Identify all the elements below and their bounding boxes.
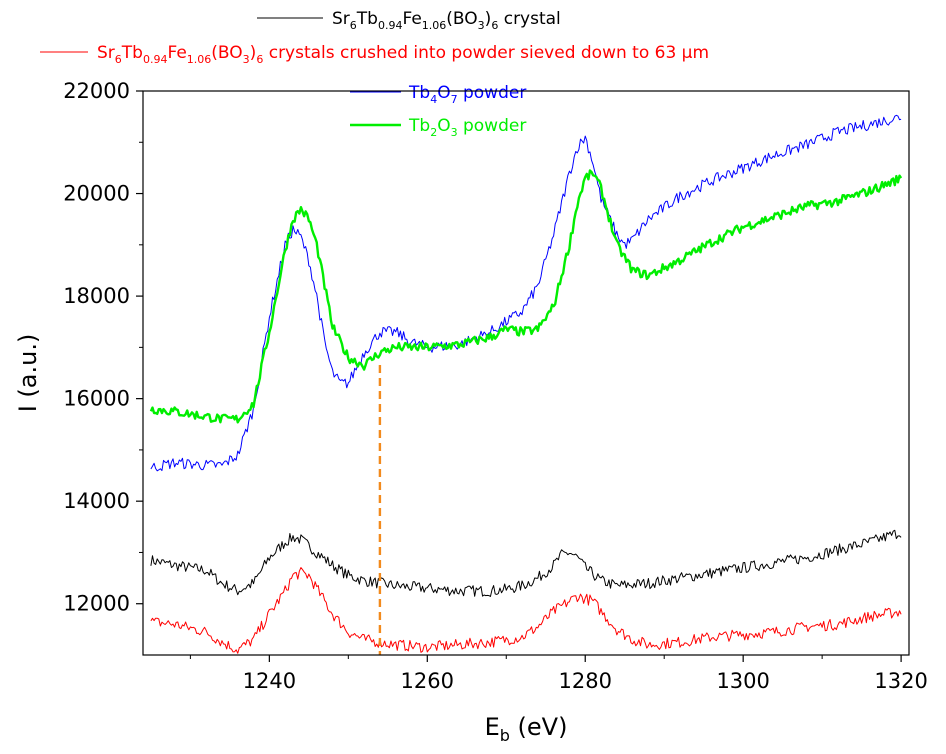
x-tick-label: 1300 — [716, 669, 769, 693]
series-line-crystal — [150, 529, 902, 597]
legend-label: Tb4O7 powder — [408, 83, 526, 106]
legend: Sr6Tb0.94Fe1.06(BO3)6 crystal Sr6Tb0.94Fe… — [40, 9, 709, 139]
legend-entry-tb2o3: Tb2O3 powder — [350, 116, 526, 139]
x-tick-label: 1320 — [874, 669, 927, 693]
y-tick-label: 18000 — [63, 284, 130, 308]
x-axis-ticks: 1240 1260 1280 1300 1320 — [189, 655, 928, 693]
plot-lines — [149, 114, 903, 654]
y-tick-label: 16000 — [63, 387, 130, 411]
y-tick-label: 12000 — [63, 592, 130, 616]
x-tick-label: 1240 — [243, 669, 296, 693]
plot-frame — [142, 90, 910, 656]
x-tick-label: 1260 — [401, 669, 454, 693]
legend-label: Sr6Tb0.94Fe1.06(BO3)6 crystals crushed i… — [97, 43, 709, 66]
x-tick-label: 1280 — [559, 669, 612, 693]
series-line-tb2o3 — [149, 169, 903, 424]
legend-label: Tb2O3 powder — [408, 116, 526, 139]
legend-entry-crystal: Sr6Tb0.94Fe1.06(BO3)6 crystal — [257, 9, 561, 32]
series-line-tb4o7 — [150, 114, 902, 472]
legend-entry-tb4o7: Tb4O7 powder — [350, 83, 526, 106]
y-tick-label: 22000 — [63, 79, 130, 103]
legend-entry-powder_crushed: Sr6Tb0.94Fe1.06(BO3)6 crystals crushed i… — [40, 43, 709, 66]
x-axis-title: Eb (eV) — [485, 713, 568, 745]
y-tick-label: 20000 — [63, 182, 130, 206]
y-tick-label: 14000 — [63, 489, 130, 513]
legend-label: Sr6Tb0.94Fe1.06(BO3)6 crystal — [332, 9, 561, 32]
series-line-powder_crushed — [150, 567, 902, 654]
y-axis-ticks: 12000 14000 16000 18000 20000 22000 — [63, 79, 143, 616]
y-axis-title: I (a.u.) — [14, 334, 42, 413]
